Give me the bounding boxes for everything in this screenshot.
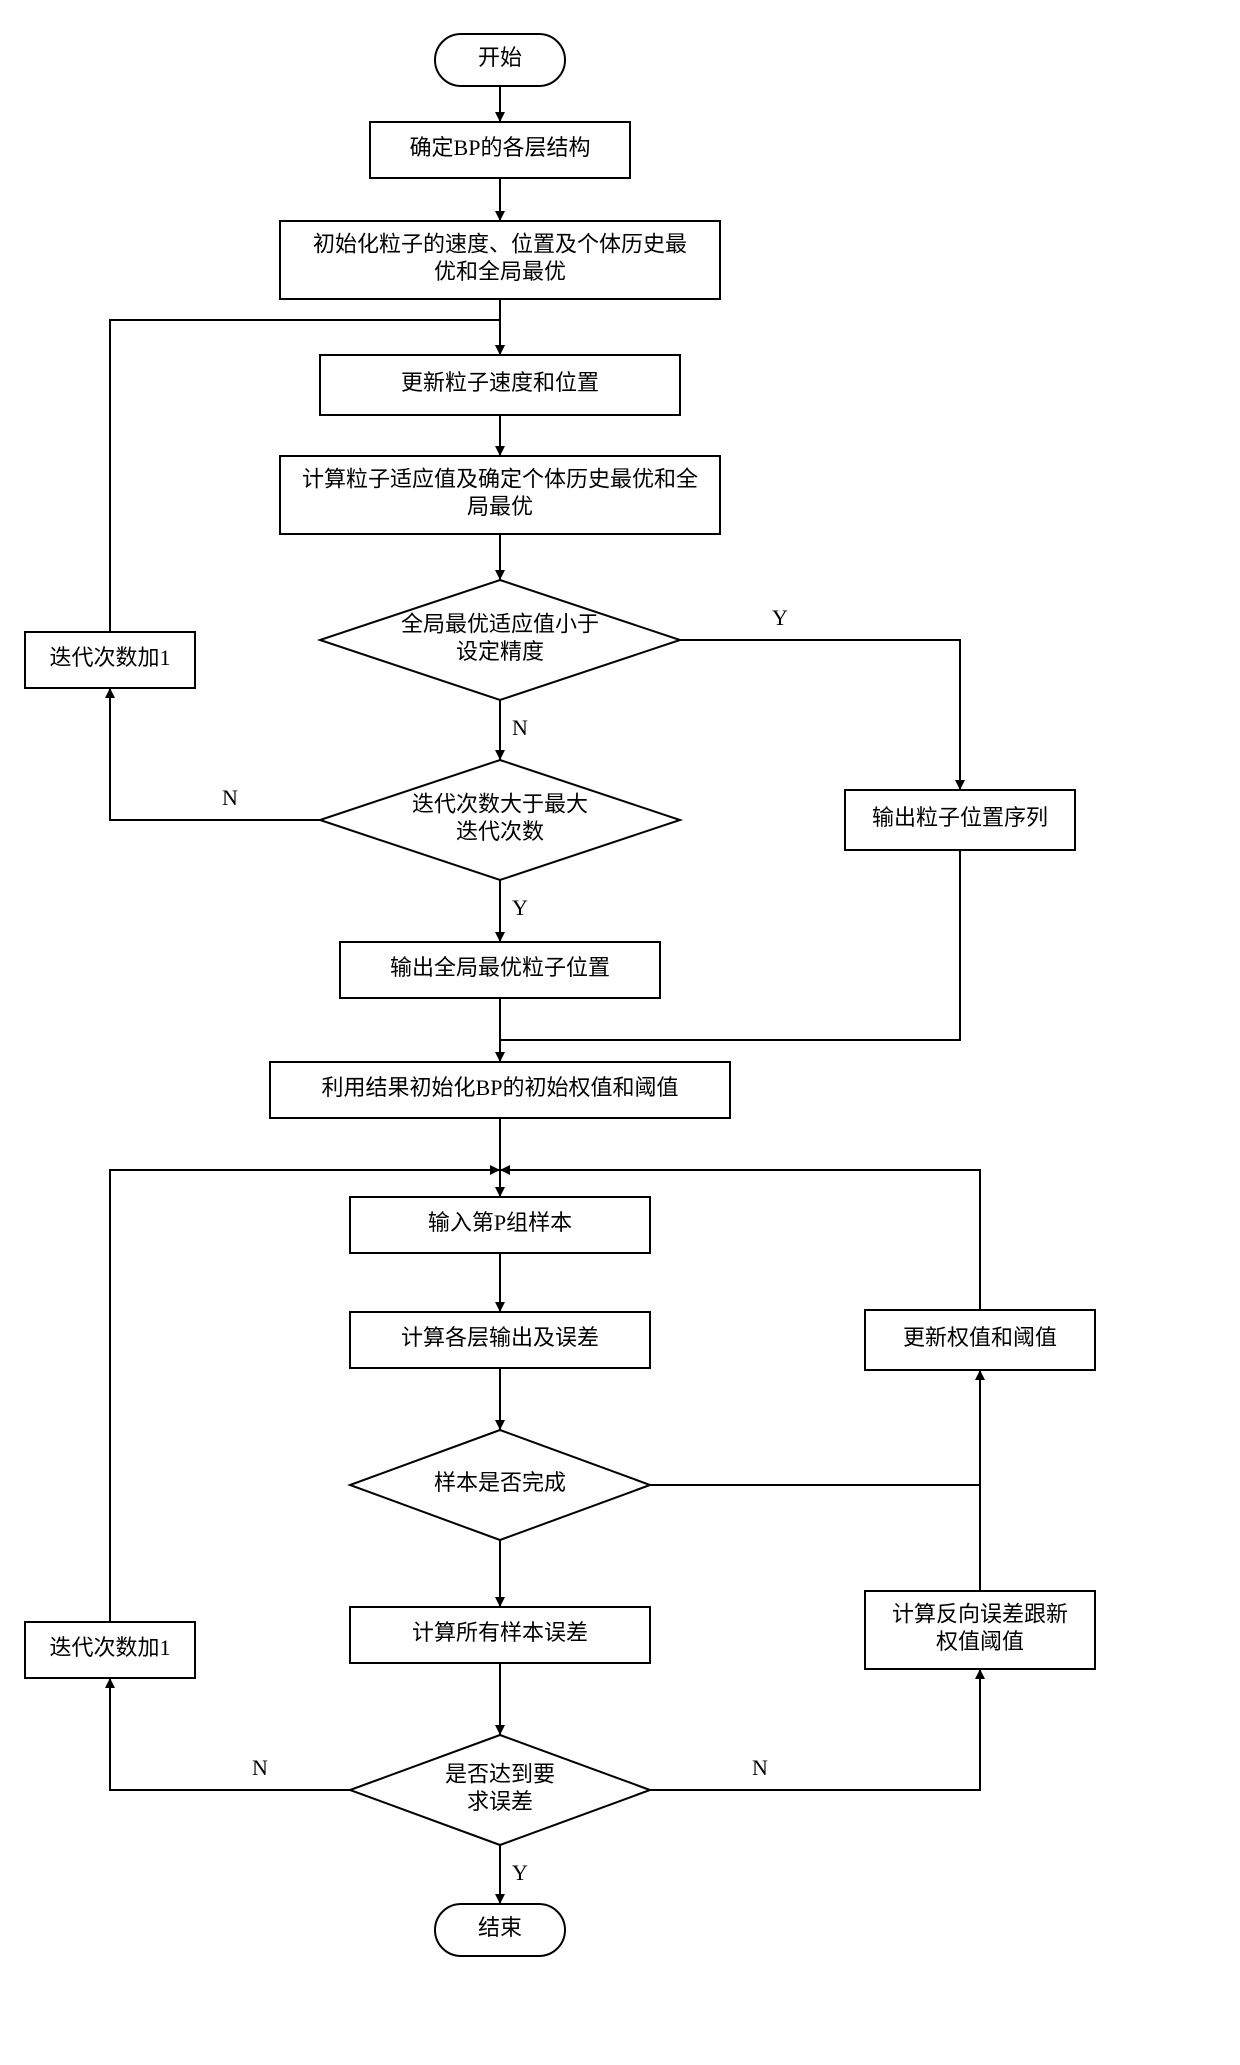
node-end-text: 结束 [478, 1915, 522, 1940]
edge-label-9: Y [512, 895, 528, 920]
node-n2-text: 初始化粒子的速度、位置及个体历史最 [313, 231, 687, 256]
node-n2-text: 优和全局最优 [434, 259, 566, 284]
edge-label-18: Y [512, 1860, 528, 1885]
edge-label-5: N [512, 715, 528, 740]
flowchart-canvas: N Y N Y Y N N 开始确定BP的各层结构初始化粒子的速度、位置及个体历史最优和全局最… [0, 0, 1240, 2065]
node-n4-text: 计算粒子适应值及确定个体历史最优和全 [302, 466, 698, 491]
node-uw-text: 更新权值和阈值 [903, 1325, 1057, 1350]
edge-6 [680, 640, 960, 790]
node-rw-text: 权值阈值 [936, 1629, 1024, 1654]
edge-21 [650, 1669, 980, 1790]
node-n1-text: 确定BP的各层结构 [410, 135, 591, 160]
node-start-text: 开始 [478, 45, 522, 70]
node-n9-text: 计算所有样本误差 [412, 1620, 588, 1645]
node-n6-text: 利用结果初始化BP的初始权值和阈值 [322, 1075, 679, 1100]
node-d1-text: 设定精度 [456, 639, 544, 664]
edge-label-19: N [252, 1755, 268, 1780]
edge-24 [650, 1370, 980, 1485]
node-n7-text: 输入第P组样本 [428, 1210, 572, 1235]
node-d2-text: 迭代次数大于最大 [412, 791, 588, 816]
node-rw-text: 计算反向误差跟新 [892, 1601, 1068, 1626]
node-n3-text: 更新粒子速度和位置 [401, 370, 599, 395]
node-d4-text: 求误差 [467, 1789, 533, 1814]
node-n8-text: 计算各层输出及误差 [401, 1325, 599, 1350]
node-outseq-text: 输出粒子位置序列 [872, 805, 1048, 830]
edge-label-7: N [222, 785, 238, 810]
node-d2-text: 迭代次数 [456, 819, 544, 844]
edge-19 [110, 1678, 350, 1790]
edge-7 [110, 688, 320, 820]
edge-label-21: N [752, 1755, 768, 1780]
node-iter2-text: 迭代次数加1 [49, 1635, 170, 1660]
node-n4-text: 局最优 [467, 494, 533, 519]
node-d1-text: 全局最优适应值小于 [401, 611, 599, 636]
node-n5-text: 输出全局最优粒子位置 [390, 955, 610, 980]
edge-label-6: Y [772, 605, 788, 630]
node-iter1-text: 迭代次数加1 [49, 645, 170, 670]
node-d4-text: 是否达到要 [445, 1761, 555, 1786]
node-d3-text: 样本是否完成 [434, 1470, 566, 1495]
